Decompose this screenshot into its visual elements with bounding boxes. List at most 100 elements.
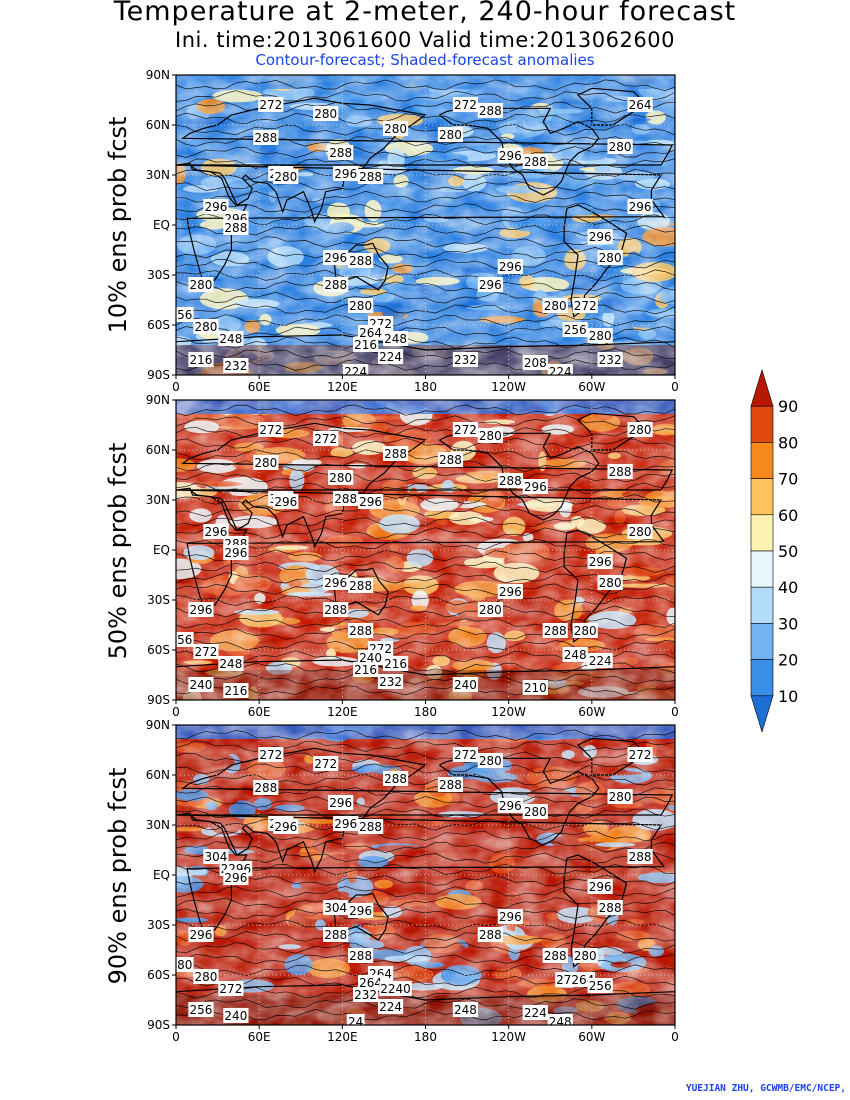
contour-label: 296: [629, 200, 652, 214]
coastline: [178, 97, 674, 224]
contour-label: 208: [524, 356, 547, 370]
contour-label: 272: [314, 432, 337, 446]
contour-label-box: [627, 199, 653, 214]
contour-label-box: [323, 277, 349, 292]
contour-label-box: [522, 1005, 548, 1020]
colorbar-label: 50: [778, 542, 798, 561]
contour-label: 224: [524, 1006, 547, 1020]
contour-label: 288: [599, 901, 622, 915]
contour-label: 288: [439, 453, 462, 467]
contour-label: 296: [589, 230, 612, 244]
contour-label: 256: [589, 979, 612, 993]
contour-label: 288: [334, 492, 357, 506]
contour-label: 272: [259, 423, 282, 437]
contour-label: 288: [544, 949, 567, 963]
contour-label: 296: [334, 167, 357, 181]
contour-label-box: [522, 680, 548, 695]
contour-label: 272: [194, 645, 217, 659]
contour-label-box: [218, 331, 244, 346]
contour-label: 296: [589, 880, 612, 894]
colorbar-segment: [750, 405, 774, 443]
contour-label: 280: [479, 754, 502, 768]
contour-label-box: [542, 948, 568, 963]
contour-label: 256: [170, 308, 193, 322]
contour-label: 296: [479, 278, 502, 292]
contour-label-box: [176, 307, 194, 322]
contour-label: 288: [359, 170, 382, 184]
contour-label: 296: [274, 495, 297, 509]
contour-label-box: [358, 169, 384, 184]
lat-tick-label: 30S: [147, 918, 170, 932]
contour-label-box: [348, 578, 374, 593]
lon-tick-label: 0: [172, 1030, 180, 1044]
contour-label-box: [562, 322, 588, 337]
contour-label: 272: [219, 982, 242, 996]
contour-label: 280: [599, 251, 622, 265]
contour-label: 210: [524, 681, 547, 695]
contour-label-box: [452, 1002, 479, 1017]
contour-label: 288: [629, 850, 652, 864]
contour-label: 280: [629, 423, 652, 437]
contour-label: 224: [379, 350, 402, 364]
contour-label-box: [188, 927, 214, 942]
contour-label-box: [627, 97, 653, 112]
contour-label-box: [522, 154, 548, 169]
contour-label-box: [193, 969, 219, 984]
colorbar-label: 20: [778, 651, 798, 670]
contour-label-box: [382, 446, 409, 461]
contour-label: 296: [499, 585, 522, 599]
lon-tick-label: 180: [414, 1030, 437, 1044]
contour-label: 216: [354, 338, 377, 352]
colorbar-label: 10: [778, 687, 798, 706]
contour-label: 280: [194, 320, 217, 334]
contour-line: [176, 594, 675, 607]
contour-label: 280: [599, 576, 622, 590]
contour-line: [176, 314, 675, 327]
contour-label-box: [497, 148, 523, 163]
anomaly-field-2: 2722722722802802802882882882802882963042…: [176, 400, 675, 700]
contour-label: 248: [549, 1015, 572, 1029]
contour-label-box: [547, 364, 573, 375]
lon-tick-label: 60W: [578, 705, 605, 719]
contour-label: 232: [379, 675, 402, 689]
contour-label-box: [188, 352, 214, 367]
contour-label-box: [328, 795, 354, 810]
lat-tick-label: 30S: [147, 593, 170, 607]
contour-label: 296: [499, 260, 522, 274]
coastline: [333, 242, 389, 291]
contour-label: 296: [499, 799, 522, 813]
contour-label: 224: [589, 654, 612, 668]
contour-label: 296: [589, 555, 612, 569]
lat-tick-label: 30N: [146, 493, 170, 507]
contour-label-box: [542, 623, 568, 638]
contour-label-box: [188, 1002, 214, 1017]
contour-label-box: [353, 987, 379, 1002]
coastline: [563, 204, 628, 318]
contour-label-box: [497, 473, 523, 488]
lat-tick-label: EQ: [153, 868, 170, 882]
lon-tick-label: 0: [172, 380, 180, 394]
contour-label: 264: [629, 98, 652, 112]
contour-label-box: [497, 259, 523, 274]
contour-label: 280: [254, 456, 277, 470]
contour-label-box: [253, 130, 279, 145]
contour-label-box: [203, 524, 229, 539]
contour-label-box: [253, 455, 279, 470]
contour-label: 256: [189, 1003, 212, 1017]
contour-label-box: [188, 677, 214, 692]
contour-label-box: [477, 103, 503, 118]
contour-line: [176, 168, 675, 181]
contour-label-box: [382, 331, 409, 346]
contour-label: 232: [599, 353, 622, 367]
map-panel-3: 2722722722802722882882882802962962802882…: [146, 718, 679, 1044]
contour-label: 24: [348, 1015, 363, 1029]
contour-label-box: [358, 494, 384, 509]
contour-label-box: [333, 166, 359, 181]
contour-line: [176, 190, 675, 203]
contour-label-box: [627, 747, 653, 762]
lon-tick-label: 120W: [491, 705, 526, 719]
coastline: [176, 984, 675, 1001]
lat-tick-label: 90S: [147, 1018, 170, 1032]
coastline: [563, 854, 628, 968]
contour-label: 256: [564, 323, 587, 337]
